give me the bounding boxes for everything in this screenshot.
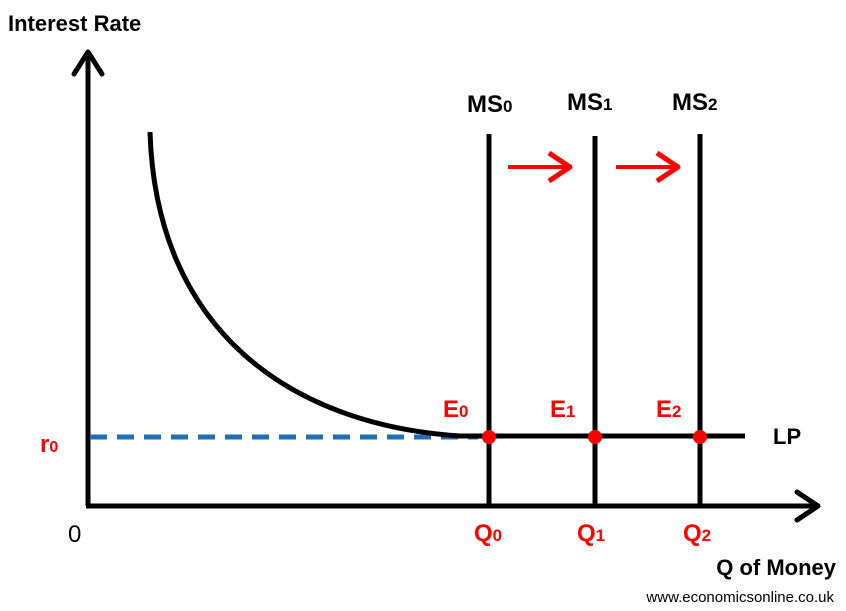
equilibrium-point-e2: [693, 430, 707, 444]
y-axis-label: Interest Rate: [8, 11, 141, 36]
equilibrium-point-e1: [588, 430, 602, 444]
e1-label: E1: [550, 396, 575, 423]
lp-label: LP: [773, 424, 801, 449]
shift-arrow-2: [616, 150, 681, 184]
equilibrium-point-e0: [482, 430, 496, 444]
q0-label: Q0: [474, 520, 502, 547]
shift-arrow-1: [508, 150, 573, 184]
ms2-label: MS2: [672, 89, 717, 116]
ms1-label: MS1: [567, 89, 612, 116]
source-footer: www.economicsonline.co.uk: [645, 589, 834, 606]
x-axis-arrowhead: [794, 489, 821, 523]
ms0-label: MS0: [467, 91, 512, 118]
e0-label: E0: [443, 396, 468, 423]
x-axis-label: Q of Money: [716, 555, 837, 580]
origin-label: 0: [68, 521, 81, 548]
q2-label: Q2: [683, 520, 711, 547]
e2-label: E2: [656, 396, 681, 423]
q1-label: Q1: [577, 520, 605, 547]
rate-label-r0: r0: [40, 431, 58, 458]
y-axis-arrowhead: [71, 49, 105, 77]
lp-curve: [147, 131, 745, 439]
